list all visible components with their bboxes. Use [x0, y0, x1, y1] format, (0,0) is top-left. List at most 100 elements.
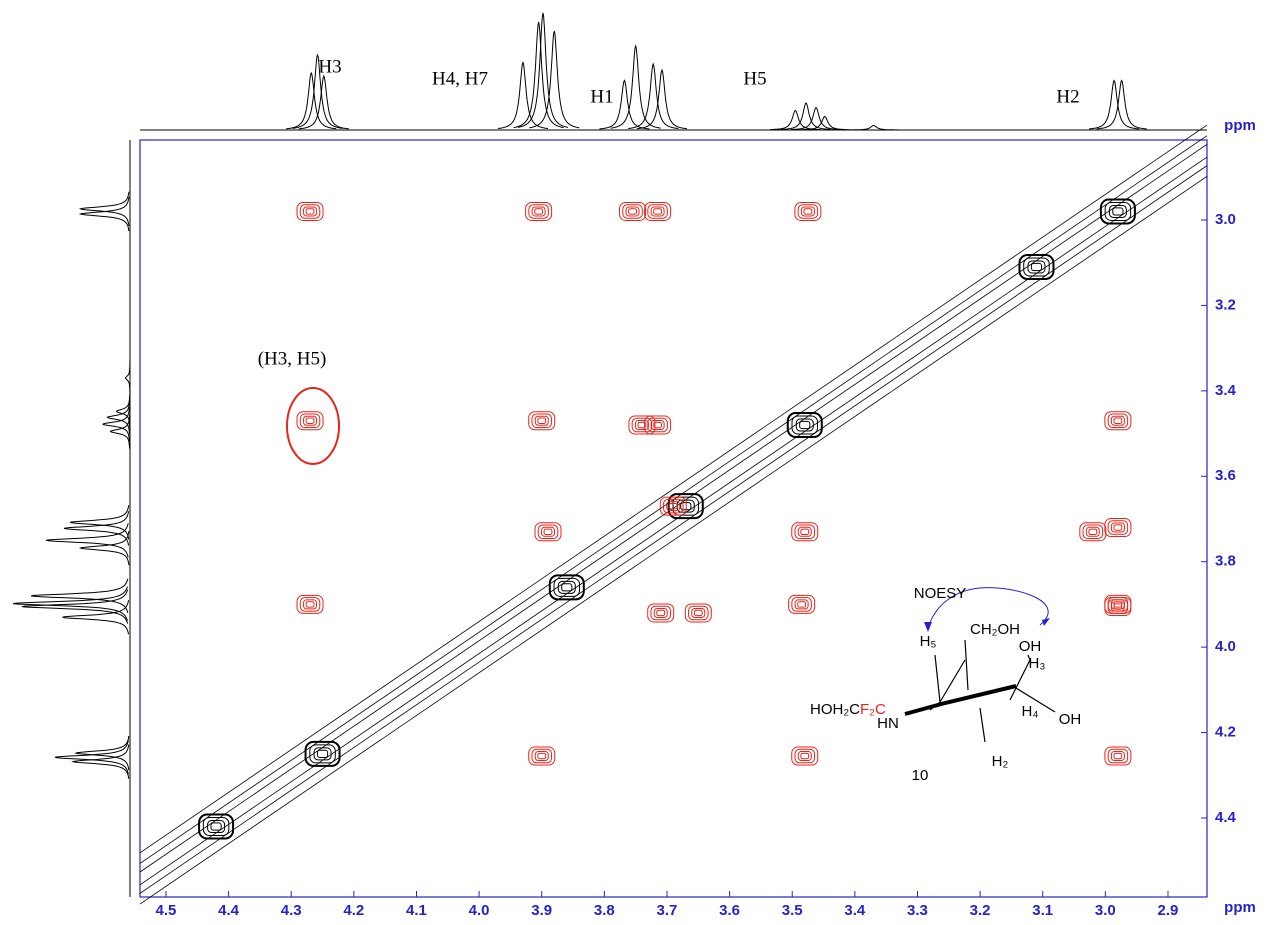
diagonal-peak: [1108, 204, 1127, 218]
diagonal-contour: [139, 165, 1208, 894]
cross-peak: [659, 496, 687, 516]
cross-peak: [1104, 518, 1132, 538]
cross-peak: [656, 609, 666, 617]
cross-peak: [662, 498, 684, 514]
diagonal-peak: [198, 813, 235, 840]
highlight-ellipse: [286, 387, 340, 465]
peak-label: H5: [743, 68, 766, 89]
cross-peak: [537, 752, 547, 760]
cross-peak: [791, 597, 812, 612]
cross-peak: [647, 204, 668, 219]
diagonal-peak: [207, 820, 226, 834]
diagonal-peak: [791, 415, 819, 435]
projection-peak-left: [54, 740, 129, 775]
diagonal-peak: [309, 744, 336, 764]
diagonal-peak: [210, 822, 222, 831]
projection-peak-left: [71, 744, 130, 779]
projection-peak-left: [69, 505, 130, 540]
cross-peak: [534, 751, 549, 762]
x-tick-label: 3.6: [719, 902, 740, 919]
cross-peak: [1113, 752, 1123, 760]
cross-peak: [528, 746, 556, 766]
diagonal-peak: [1030, 262, 1043, 272]
projection-peak-left: [74, 736, 130, 771]
cross-peak: [791, 746, 819, 766]
projection-peak-top: [529, 30, 580, 129]
cross-peak: [797, 601, 807, 608]
projection-peak-left: [45, 523, 129, 558]
molecule-label: H₂: [992, 753, 1009, 770]
x-tick-label: 4.3: [281, 902, 302, 919]
projection-peak-top: [799, 115, 850, 131]
diagonal-peak: [795, 418, 814, 432]
molecule-label: HOH₂C: [810, 701, 860, 718]
x-tick-label: 4.4: [218, 902, 240, 919]
projection-peak-top: [1089, 79, 1140, 130]
diagonal-contour: [139, 175, 1208, 905]
cross-peak: [1085, 526, 1100, 537]
diagonal-peak: [548, 574, 585, 601]
cross-peak: [531, 413, 552, 429]
x-tick-label: 3.5: [782, 902, 803, 919]
molecule-label: HN: [877, 715, 899, 732]
cross-peak: [800, 206, 815, 217]
cross-peak: [637, 421, 647, 429]
x-tick-label: 3.7: [657, 902, 678, 919]
diagonal-peak: [1099, 198, 1136, 225]
y-tick-label: 4.0: [1215, 638, 1236, 655]
projection-peak-left: [21, 589, 129, 624]
cross-peak: [1079, 522, 1107, 542]
projection-peak-top: [628, 62, 679, 129]
peak-label: H4, H7: [432, 68, 488, 89]
y-tick-label: 3.0: [1215, 211, 1236, 228]
diagonal-peak: [553, 577, 581, 597]
cross-peak: [650, 605, 671, 621]
molecule-label: H₃: [1029, 655, 1046, 672]
x-tick-label: 3.0: [1095, 902, 1116, 919]
cross-peak: [634, 420, 649, 431]
projection-peak-left: [62, 600, 129, 635]
molecule-label: CH₂OH: [970, 621, 1020, 638]
cross-peak: [534, 208, 544, 215]
cross-peak: [534, 522, 562, 542]
cross-peak: [531, 206, 546, 217]
cross-peak: [693, 609, 703, 617]
cross-peak: [303, 599, 318, 610]
cross-peak: [541, 526, 556, 537]
cross-peak: [537, 524, 559, 540]
diagonal-peak: [304, 740, 341, 767]
cross-peak: [528, 411, 556, 431]
cross-peak: [647, 603, 675, 623]
diagonal-contour: [139, 156, 1208, 886]
cross-peak: [628, 208, 637, 215]
projection-peak-top: [517, 12, 569, 128]
projection-peak-top: [513, 21, 564, 129]
cross-peak: [803, 208, 813, 215]
diagonal-peak: [313, 747, 332, 761]
diagonal-peak: [799, 420, 811, 430]
cross-peak: [797, 526, 812, 537]
x-axis-label: ppm: [1224, 899, 1256, 916]
cross-peak: [788, 594, 816, 614]
y-tick-label: 4.4: [1215, 809, 1237, 826]
x-tick-label: 4.2: [343, 902, 364, 919]
diagonal-peak: [316, 749, 329, 759]
cross-peak: [1110, 415, 1125, 426]
cross-peak: [1104, 594, 1132, 614]
projection-peak-top: [286, 71, 337, 130]
cross-peak: [534, 415, 549, 426]
annotation: (H3, H5): [258, 348, 327, 369]
projection-peak-left: [78, 191, 130, 226]
molecule-label: OH: [1019, 638, 1042, 655]
cross-peak: [1113, 601, 1123, 608]
cross-peak: [794, 748, 816, 764]
cross-peak: [647, 417, 668, 433]
x-tick-label: 2.9: [1158, 902, 1179, 919]
cross-peak: [625, 206, 640, 217]
projection-peak-top: [610, 44, 661, 129]
x-tick-label: 3.4: [844, 902, 866, 919]
projection-peak-left: [12, 586, 128, 621]
cross-peak: [653, 421, 662, 429]
cross-peak: [299, 204, 321, 219]
cross-peak: [1107, 597, 1129, 612]
